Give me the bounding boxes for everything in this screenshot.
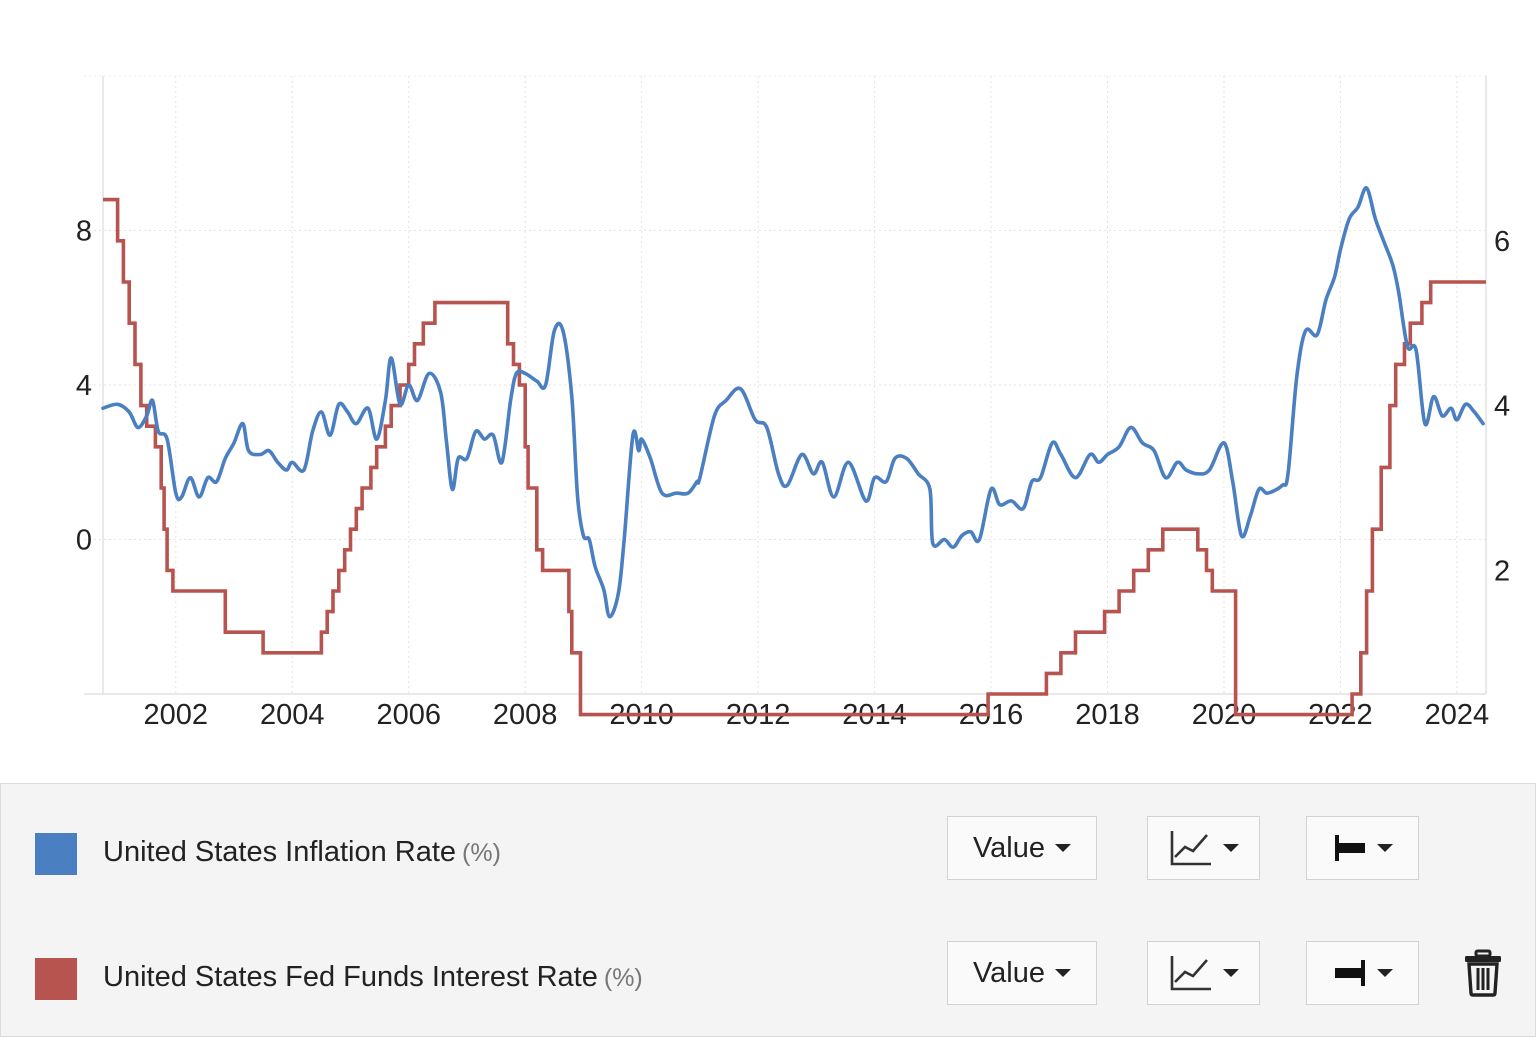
series-unit: (%) bbox=[603, 964, 643, 992]
fed-funds-rate-line bbox=[103, 197, 1486, 717]
right-y-tick-label: 2 bbox=[1494, 555, 1510, 587]
inflation-rate-line bbox=[101, 186, 1485, 619]
left-y-tick-label: 0 bbox=[76, 525, 92, 557]
series-unit: (%) bbox=[462, 839, 501, 867]
x-tick-label: 2004 bbox=[260, 699, 325, 731]
chart-type-dropdown-inflation[interactable] bbox=[1147, 816, 1260, 880]
right-y-tick-label: 6 bbox=[1494, 226, 1510, 258]
x-tick-label: 2018 bbox=[1075, 699, 1140, 731]
right-y-tick-label: 4 bbox=[1494, 391, 1510, 423]
legend-row-fedfunds: United States Fed Funds Interest Rate (%)… bbox=[1, 941, 1535, 1007]
x-tick-label: 2002 bbox=[144, 699, 209, 731]
left-y-tick-label: 4 bbox=[76, 370, 92, 402]
caret-down-icon bbox=[1055, 969, 1072, 977]
trash-icon bbox=[1465, 949, 1501, 997]
chart-svg: 2002 2004 2006 2008 2010 2012 2014 2016 2018 2020… bbox=[76, 75, 1510, 731]
line-chart-icon bbox=[1170, 831, 1211, 866]
grid bbox=[84, 75, 1487, 695]
caret-down-icon bbox=[1376, 844, 1393, 852]
chart-type-dropdown-fedfunds[interactable] bbox=[1147, 941, 1260, 1005]
line-chart-icon bbox=[1170, 956, 1211, 991]
series-name: United States Fed Funds Interest Rate bbox=[103, 961, 598, 993]
series-name: United States Inflation Rate bbox=[103, 836, 457, 868]
series-label-fedfunds: United States Fed Funds Interest Rate (%) bbox=[103, 961, 643, 994]
left-y-tick-label: 8 bbox=[76, 216, 92, 248]
delete-series-button[interactable] bbox=[1463, 949, 1503, 997]
series-swatch-fedfunds bbox=[35, 958, 77, 1000]
axis-right-icon bbox=[1334, 960, 1365, 986]
axis-dropdown-inflation[interactable] bbox=[1306, 816, 1419, 880]
series-label-inflation: United States Inflation Rate (%) bbox=[103, 836, 501, 869]
caret-down-icon bbox=[1222, 844, 1239, 852]
axis-left-icon bbox=[1334, 835, 1365, 861]
caret-down-icon bbox=[1376, 969, 1393, 977]
series bbox=[101, 186, 1486, 717]
axis-dropdown-fedfunds[interactable] bbox=[1306, 941, 1419, 1005]
legend-panel: United States Inflation Rate (%) Value Un… bbox=[0, 783, 1536, 1037]
series-swatch-inflation bbox=[35, 833, 77, 875]
x-tick-label: 2006 bbox=[376, 699, 441, 731]
value-dropdown-inflation[interactable]: Value bbox=[947, 816, 1097, 880]
value-dropdown-label: Value bbox=[972, 956, 1046, 989]
x-tick-label: 2024 bbox=[1425, 699, 1490, 731]
legend-row-inflation: United States Inflation Rate (%) Value bbox=[1, 816, 1535, 882]
caret-down-icon bbox=[1055, 844, 1072, 852]
value-dropdown-label: Value bbox=[972, 831, 1046, 864]
caret-down-icon bbox=[1222, 969, 1239, 977]
x-tick-label: 2008 bbox=[493, 699, 558, 731]
chart-area: 2002 2004 2006 2008 2010 2012 2014 2016 2018 2020… bbox=[75, 75, 1511, 731]
value-dropdown-fedfunds[interactable]: Value bbox=[947, 941, 1097, 1005]
